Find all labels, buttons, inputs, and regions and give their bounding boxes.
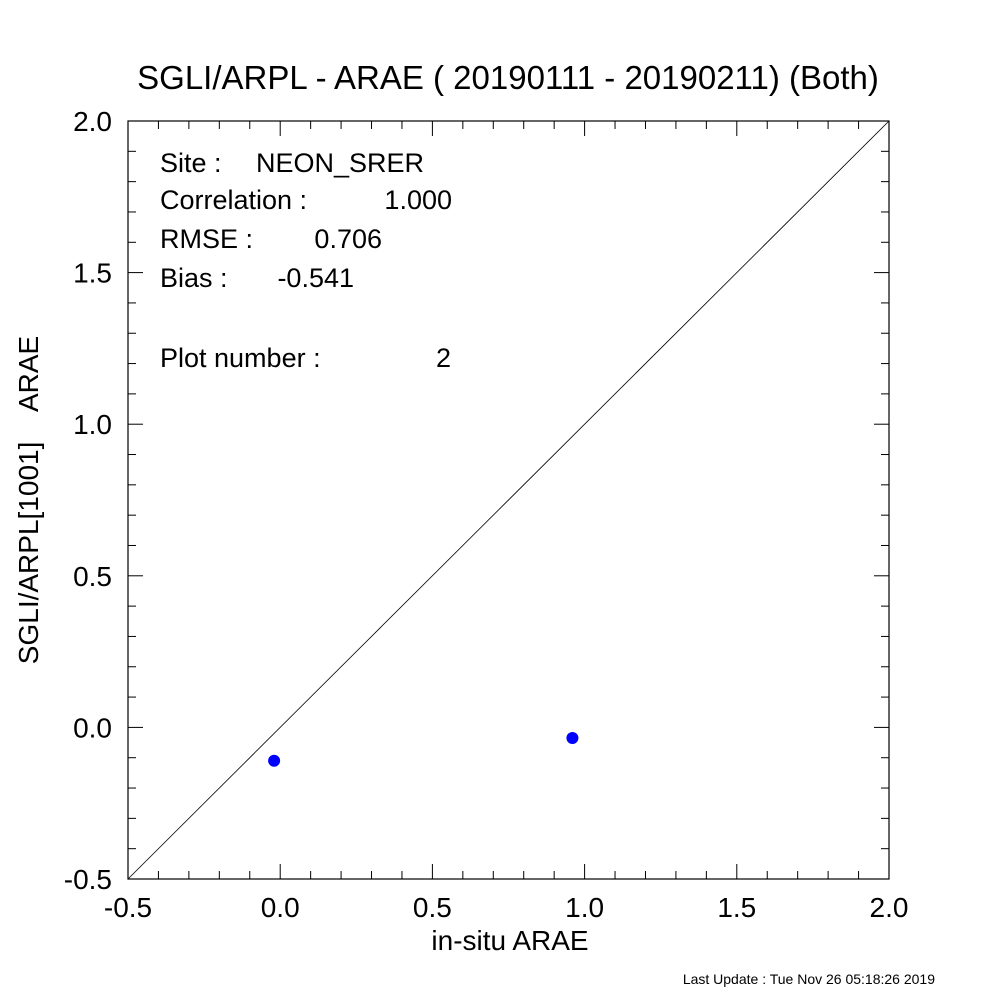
- stat-plot-number-label: Plot number :: [160, 343, 328, 373]
- y-tick-label: 2.0: [73, 106, 112, 137]
- data-point: [566, 732, 579, 745]
- stat-correlation-value: 1.000: [384, 185, 452, 215]
- stat-plot-number-value: 2: [436, 343, 451, 373]
- axis-ticks: [127, 120, 890, 880]
- stat-bias-value: -0.541: [277, 263, 354, 293]
- x-tick-label: 1.0: [565, 892, 604, 923]
- y-tick-label: 1.5: [73, 258, 112, 289]
- one-to-one-line: [127, 120, 890, 880]
- stat-site-value: NEON_SRER: [256, 148, 424, 178]
- axis-tick-labels: -0.5 0.0 0.5 1.0 1.5 2.0 -0.5 0.0 0.5 1.0 1.5 2.0: [64, 106, 909, 923]
- data-points: [268, 732, 579, 767]
- x-tick-label: 2.0: [870, 892, 909, 923]
- y-tick-label: 0.0: [73, 712, 112, 743]
- stat-rmse-label: RMSE :: [160, 224, 261, 254]
- x-tick-label: 0.5: [413, 892, 452, 923]
- x-tick-label: 1.5: [717, 892, 756, 923]
- data-point: [268, 754, 281, 767]
- plot-frame: [127, 120, 890, 880]
- y-axis-title: SGLI/ARPL[1001] ARAE: [13, 336, 44, 664]
- stat-bias-label: Bias :: [160, 263, 235, 293]
- x-axis-title: in-situ ARAE: [431, 925, 588, 956]
- y-tick-label: 1.0: [73, 409, 112, 440]
- stat-site-label: Site :: [160, 148, 229, 178]
- x-tick-label: -0.5: [104, 892, 152, 923]
- x-tick-label: 0.0: [261, 892, 300, 923]
- stats-panel: Site : NEON_SRER Correlation : 1.000 RMS…: [160, 148, 452, 373]
- last-update-text: Last Update : Tue Nov 26 05:18:26 2019: [683, 971, 935, 987]
- y-tick-label: -0.5: [64, 864, 112, 895]
- y-tick-label: 0.5: [73, 561, 112, 592]
- stat-rmse-value: 0.706: [314, 224, 382, 254]
- stat-correlation-label: Correlation :: [160, 185, 315, 215]
- plot-area: [127, 120, 890, 880]
- chart-title: SGLI/ARPL - ARAE ( 20190111 - 20190211) …: [137, 59, 879, 96]
